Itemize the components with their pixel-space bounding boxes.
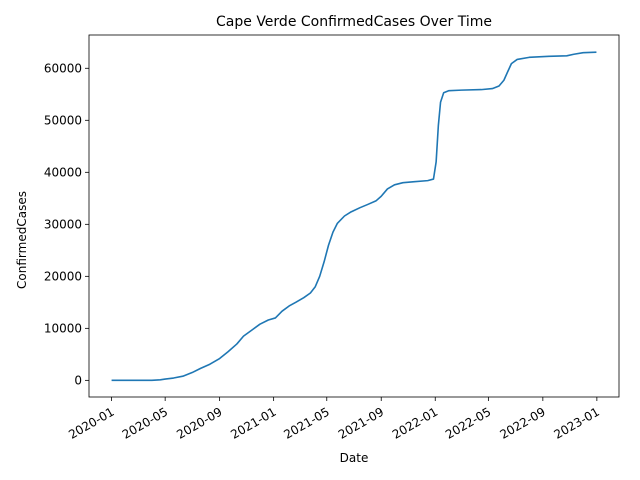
- chart-title: Cape Verde ConfirmedCases Over Time: [216, 14, 492, 30]
- y-tick-label: 20000: [44, 269, 82, 283]
- y-tick-label: 40000: [44, 165, 82, 179]
- series-line: [111, 51, 597, 382]
- y-tick-label: 30000: [44, 217, 82, 231]
- y-axis-label: ConfirmedCases: [15, 191, 29, 289]
- y-tick-label: 10000: [44, 321, 82, 335]
- plot-frame: [88, 34, 620, 398]
- y-tick-label: 0: [74, 373, 82, 387]
- x-axis-label: Date: [340, 451, 369, 465]
- y-tick-label: 50000: [44, 113, 82, 127]
- y-tick-label: 60000: [44, 61, 82, 75]
